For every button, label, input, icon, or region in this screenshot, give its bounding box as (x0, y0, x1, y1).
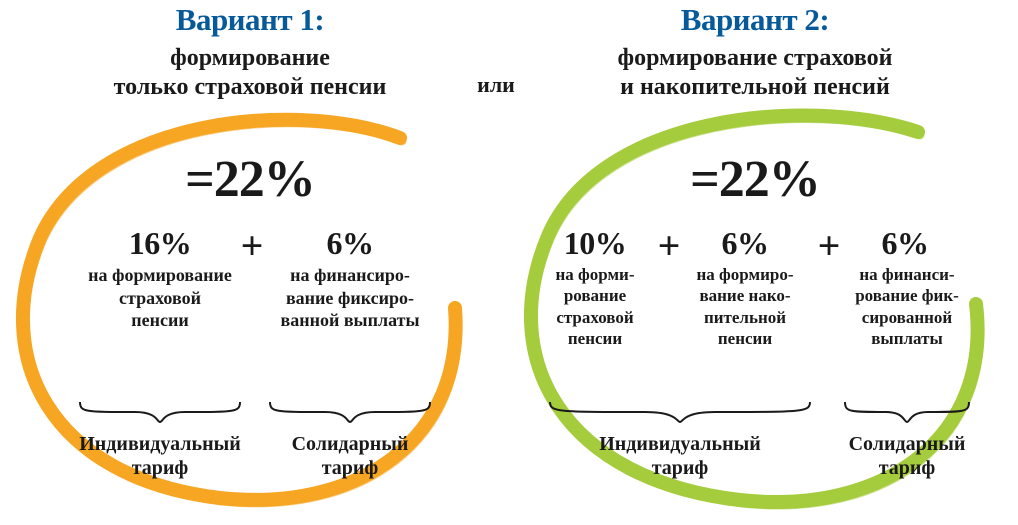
variant1-item2-desc: на финансиро- вание фиксиро- ванной выпл… (265, 264, 435, 332)
or-label: или (466, 72, 526, 98)
variant2-brace-right (840, 400, 974, 426)
variant2-plus-1: + (652, 222, 686, 269)
infographic-canvas: Вариант 1: формирование только страховой… (0, 0, 1018, 525)
variant1-plus-1: + (232, 222, 272, 269)
variant1-brace-right (265, 400, 435, 426)
variant2-brace-left (545, 400, 815, 426)
variant2-item2-desc: на формиро- вание нако- пительной пенсии (680, 264, 810, 349)
variant1-item1-pct: 16% (90, 225, 230, 262)
variant2-solidary-tariff: Солидарный тариф (820, 432, 994, 480)
variant1-individual-tariff: Индивидуальный тариф (60, 432, 260, 480)
variant1-total-pct: =22% (150, 150, 350, 209)
variant1-subtitle-line1: формирование (170, 45, 330, 71)
variant2-item1-desc: на форми- рование страховой пенсии (538, 264, 652, 349)
variant2-item1-pct: 10% (540, 225, 650, 262)
variant2-subtitle-line1: формирование страховой (618, 45, 893, 71)
variant1-solidary-tariff: Солидарный тариф (250, 432, 450, 480)
variant2-total-pct: =22% (655, 150, 855, 209)
variant2-individual-tariff: Индивидуальный тариф (550, 432, 810, 480)
variant1-item2-pct: 6% (280, 225, 420, 262)
variant1-brace-left (75, 400, 245, 426)
variant2-item3-pct: 6% (850, 225, 960, 262)
variant2-item3-desc: на финанси- рование фик- сированной выпл… (840, 264, 974, 349)
variant1-subtitle-line2: только страховой пенсии (114, 74, 387, 100)
variant2-plus-2: + (812, 222, 846, 269)
variant2-subtitle-line2: и накопительной пенсий (620, 74, 890, 100)
variant1-item1-desc: на формирование страховой пенсии (75, 264, 245, 332)
variant2-item2-pct: 6% (690, 225, 800, 262)
variant2-title: Вариант 2: (555, 2, 955, 38)
variant1-title: Вариант 1: (60, 2, 440, 38)
variant2-subtitle: формирование страховой и накопительной п… (540, 44, 970, 102)
variant1-subtitle: формирование только страховой пенсии (60, 44, 440, 102)
